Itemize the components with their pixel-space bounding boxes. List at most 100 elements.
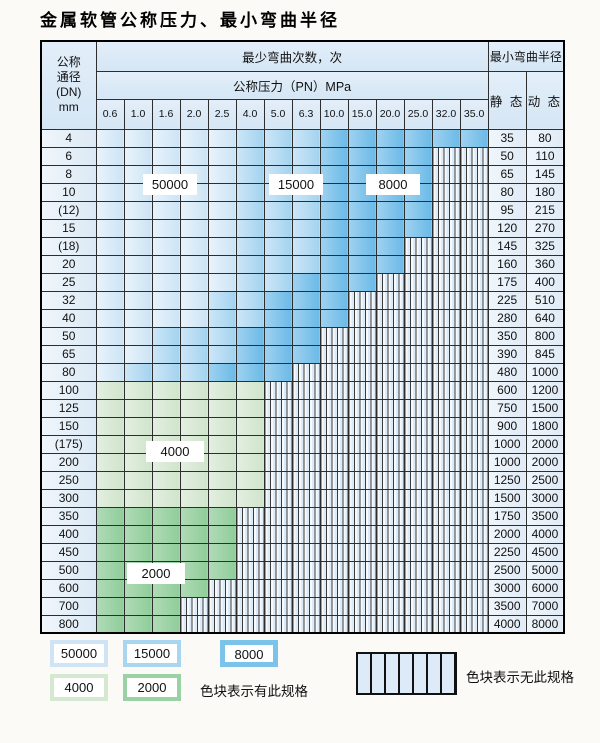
no-spec-cell — [403, 506, 433, 526]
no-spec-cell — [347, 344, 377, 364]
spec-cell-15000 — [263, 200, 293, 220]
static-radius-cell: 900 — [487, 416, 527, 436]
no-spec-cell — [431, 308, 461, 328]
spec-cell-2000 — [151, 524, 181, 544]
no-spec-cell — [235, 524, 265, 544]
no-spec-cell — [347, 596, 377, 616]
no-spec-cell — [375, 524, 405, 544]
spec-cell-8000 — [263, 290, 293, 310]
dynamic-radius-cell: 3000 — [525, 488, 565, 508]
spec-cell-2000 — [151, 614, 181, 634]
pressure-col-2.5: 2.5 — [207, 98, 237, 130]
dynamic-radius-cell: 180 — [525, 182, 565, 202]
spec-cell-2000 — [95, 578, 125, 598]
no-spec-cell — [459, 182, 489, 202]
dynamic-radius-cell: 4000 — [525, 524, 565, 544]
spec-cell-15000 — [235, 272, 265, 292]
table-row-dn-700: 700 3500 7000 — [40, 596, 565, 616]
no-spec-cell — [403, 344, 433, 364]
spec-cell-8000 — [459, 128, 489, 148]
no-spec-cell — [263, 470, 293, 490]
spec-cell-4000 — [235, 434, 265, 454]
spec-cell-50000 — [179, 290, 209, 310]
no-spec-cell — [319, 596, 349, 616]
no-spec-cell — [431, 344, 461, 364]
spec-cell-4000 — [123, 434, 153, 454]
table-row-dn-150: 150 900 1800 — [40, 416, 565, 436]
dn-cell: (18) — [40, 236, 97, 256]
table-row-dn-(175): (175) 1000 2000 — [40, 434, 565, 454]
spec-cell-8000 — [235, 344, 265, 364]
no-spec-cell — [235, 614, 265, 634]
static-radius-cell: 750 — [487, 398, 527, 418]
spec-cell-8000 — [347, 128, 377, 148]
cycle-label-4000: 4000 — [146, 441, 204, 462]
no-spec-cell — [263, 614, 293, 634]
table-row-dn-800: 800 4000 8000 — [40, 614, 565, 634]
no-spec-cell — [459, 506, 489, 526]
no-spec-cell — [459, 236, 489, 256]
no-spec-cell — [375, 614, 405, 634]
no-spec-cell — [459, 470, 489, 490]
no-spec-cell — [347, 380, 377, 400]
no-spec-cell — [459, 434, 489, 454]
spec-cell-15000 — [235, 308, 265, 328]
spec-cell-50000 — [123, 200, 153, 220]
spec-cell-8000 — [235, 326, 265, 346]
spec-cell-50000 — [95, 362, 125, 382]
no-spec-cell — [263, 488, 293, 508]
spec-table: 公称 通径 (DN) mm 最少弯曲次数，次 最小弯曲半径 公称压力（PN）MPa 静… — [40, 40, 566, 634]
no-spec-cell — [403, 254, 433, 274]
no-spec-cell — [403, 416, 433, 436]
spec-cell-15000 — [291, 236, 321, 256]
spec-cell-50000 — [207, 272, 237, 292]
spec-cell-8000 — [291, 344, 321, 364]
no-spec-cell — [291, 542, 321, 562]
no-spec-cell — [235, 506, 265, 526]
spec-cell-4000 — [95, 416, 125, 436]
dn-cell: 600 — [40, 578, 97, 598]
no-spec-cell — [263, 380, 293, 400]
static-radius-cell: 2500 — [487, 560, 527, 580]
static-radius-cell: 350 — [487, 326, 527, 346]
static-radius-cell: 2000 — [487, 524, 527, 544]
dynamic-radius-cell: 1800 — [525, 416, 565, 436]
static-radius-cell: 50 — [487, 146, 527, 166]
spec-cell-4000 — [235, 416, 265, 436]
table-row-dn-450: 450 2250 4500 — [40, 542, 565, 562]
legend-label-15000: 15000 — [127, 644, 177, 663]
dn-cell: 6 — [40, 146, 97, 166]
cycle-label-50000: 50000 — [143, 174, 197, 195]
no-spec-cell — [431, 524, 461, 544]
spec-cell-4000 — [235, 398, 265, 418]
legend-label-4000: 4000 — [54, 678, 104, 697]
dynamic-radius-cell: 110 — [525, 146, 565, 166]
no-spec-cell — [347, 524, 377, 544]
no-spec-cell — [347, 560, 377, 580]
pressure-col-32.0: 32.0 — [431, 98, 461, 130]
static-radius-cell: 600 — [487, 380, 527, 400]
spec-cell-4000 — [95, 398, 125, 418]
no-spec-cell — [403, 434, 433, 454]
no-spec-cell — [319, 326, 349, 346]
table-row-dn-(12): (12) 95 215 — [40, 200, 565, 220]
table-row-dn-80: 80 480 1000 — [40, 362, 565, 382]
spec-cell-15000 — [235, 182, 265, 202]
dynamic-radius-cell: 2500 — [525, 470, 565, 490]
dynamic-radius-cell: 270 — [525, 218, 565, 238]
spec-cell-50000 — [207, 182, 237, 202]
dn-cell: 20 — [40, 254, 97, 274]
no-spec-cell — [235, 560, 265, 580]
spec-cell-4000 — [151, 488, 181, 508]
static-radius-cell: 35 — [487, 128, 527, 148]
spec-cell-50000 — [151, 272, 181, 292]
spec-cell-8000 — [375, 200, 405, 220]
spec-cell-4000 — [179, 470, 209, 490]
spec-cell-50000 — [95, 182, 125, 202]
spec-cell-8000 — [291, 326, 321, 346]
table-row-dn-15: 15 120 270 — [40, 218, 565, 238]
dn-cell: 700 — [40, 596, 97, 616]
no-spec-cell — [459, 146, 489, 166]
no-spec-cell — [431, 488, 461, 508]
legend-swatch-4000: 4000 — [50, 674, 108, 701]
